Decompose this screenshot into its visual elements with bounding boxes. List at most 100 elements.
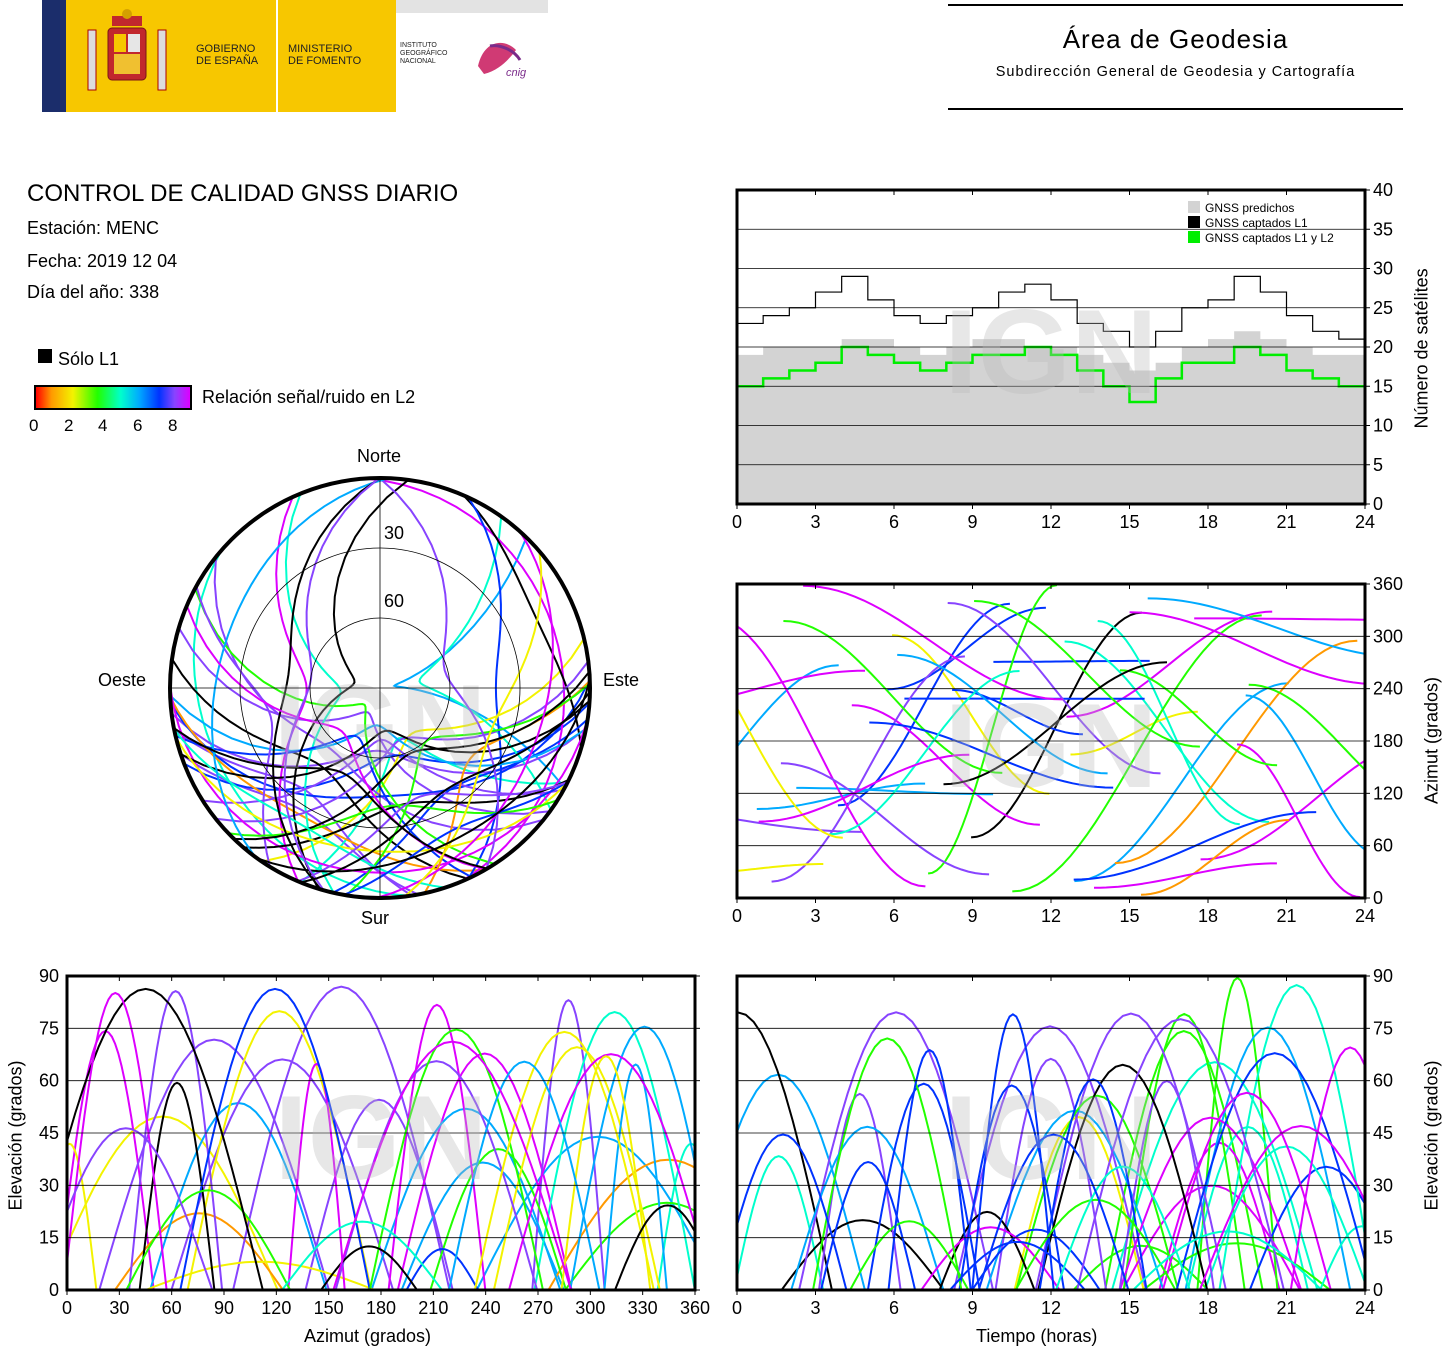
x-tick-label: 0 — [62, 1298, 72, 1318]
l1-only-swatch — [38, 349, 52, 363]
x-tick-label: 21 — [1276, 512, 1296, 532]
ring-label-60: 60 — [384, 591, 404, 611]
plot-area — [737, 584, 1365, 898]
ign-watermark: IGN — [944, 679, 1157, 813]
satellite-track — [887, 1048, 972, 1290]
sky-track — [292, 479, 410, 890]
satellite-track — [783, 620, 1003, 774]
satellite-track — [1158, 1141, 1281, 1290]
ign-watermark: IGN — [274, 1071, 487, 1205]
series-line-l1-l2 — [737, 345, 1365, 404]
satellite-track — [1245, 694, 1365, 851]
direction-east: Este — [603, 670, 640, 690]
gobierno-logo-block: GOBIERNO DE ESPAÑA — [66, 0, 276, 112]
series-line-l1 — [737, 275, 1365, 348]
y-tick-label: 240 — [1373, 679, 1403, 699]
x-tick-label: 21 — [1276, 1298, 1296, 1318]
satellite-track — [232, 985, 451, 1290]
satellite-track — [320, 1245, 418, 1290]
cnig-logo-icon: cnig — [478, 42, 527, 79]
snr-tick: 6 — [133, 416, 143, 435]
sky-track — [256, 678, 590, 873]
satellite-track — [1142, 1242, 1331, 1290]
x-tick-label: 15 — [1119, 512, 1139, 532]
satellite-track — [473, 1030, 655, 1290]
legend-swatch — [1188, 231, 1200, 243]
ministerio-line-2: DE FOMENTO — [288, 55, 362, 67]
satellite-track — [564, 1201, 695, 1290]
y-tick-label: 35 — [1373, 219, 1393, 239]
sky-track — [284, 493, 342, 894]
x-tick-label: 15 — [1119, 1298, 1139, 1318]
sky-track — [173, 727, 488, 870]
satellite-track — [1072, 1244, 1209, 1290]
satellite-count-chart: 0 5 10 15 20 25 30 35 40 0 3 6 9 12 15 18 21 24 IGN GNSS pr… — [732, 180, 1393, 532]
satellite-track — [368, 1028, 544, 1290]
x-tick-label: 90 — [214, 1298, 234, 1318]
y-tick-label: 0 — [49, 1280, 59, 1300]
header-logos: GOBIERNO DE ESPAÑA MINISTERIO DE FOMENTO… — [42, 0, 548, 112]
satellite-track — [1175, 1052, 1365, 1290]
y-tick-label: 0 — [1373, 494, 1383, 514]
sky-track — [343, 780, 569, 896]
ign-watermark: IGN — [944, 1071, 1157, 1205]
ministerio-line-1: MINISTERIO — [288, 43, 353, 55]
legend-entry: GNSS captados L1 y L2 — [1205, 231, 1334, 245]
y-tick-label: 0 — [1373, 1280, 1383, 1300]
elevation-time-xlabel: Tiempo (horas) — [976, 1326, 1098, 1346]
satellite-track — [475, 1135, 695, 1290]
satellite-track — [603, 1063, 668, 1290]
x-tick-label: 3 — [810, 1298, 820, 1318]
x-tick-label: 0 — [732, 512, 742, 532]
satellite-track — [170, 1058, 395, 1290]
satellite-track — [892, 634, 1050, 795]
plot-border — [65, 974, 697, 1292]
y-tick-label: 60 — [1373, 1071, 1393, 1091]
x-tick-label: 330 — [628, 1298, 658, 1318]
y-tick-label: 75 — [39, 1018, 59, 1038]
x-tick-label: 0 — [732, 1298, 742, 1318]
ministerio-text: MINISTERIO DE FOMENTO — [288, 43, 361, 67]
satellite-track — [1198, 1124, 1365, 1290]
satellite-track — [547, 1158, 695, 1290]
satellite-track — [1104, 1030, 1264, 1290]
y-tick-label: 20 — [1373, 337, 1393, 357]
x-tick-label: 24 — [1355, 1298, 1375, 1318]
satellite-track — [849, 1220, 970, 1290]
x-tick-label: 6 — [889, 512, 899, 532]
satellite-track — [837, 602, 1011, 807]
satellite-track — [287, 1062, 346, 1290]
x-tick-label: 300 — [575, 1298, 605, 1318]
x-tick-label: 9 — [967, 512, 977, 532]
plot-area — [737, 976, 1365, 1290]
y-tick-label: 15 — [1373, 376, 1393, 396]
header-gray-bar — [396, 0, 548, 13]
satellite-track — [128, 989, 224, 1290]
instituto-line-1: INSTITUTO — [400, 42, 437, 49]
legend-swatch — [1188, 216, 1200, 228]
satellite-track — [1319, 1225, 1365, 1290]
elevation-azimuth-chart: 0 15 30 45 60 75 90 0 30 60 90 120 150 180 210 240 270 30… — [39, 966, 710, 1318]
satellite-track — [281, 1220, 443, 1290]
legend-swatch — [1188, 201, 1200, 213]
satellite-track — [1038, 1078, 1148, 1290]
snr-colorbar — [34, 385, 192, 410]
elevation-azimuth-ylabel: Elevación (grados) — [5, 1060, 26, 1211]
satellite-track — [1097, 620, 1240, 826]
azimuth-time-ylabel: Azimut (grados) — [1421, 676, 1442, 805]
satellite-track — [927, 584, 1058, 875]
y-tick-label: 40 — [1373, 180, 1393, 200]
y-tick-label: 360 — [1373, 574, 1403, 594]
ign-watermark: IGN — [944, 285, 1157, 419]
satellite-track — [1147, 597, 1365, 655]
l1-only-label: Sólo L1 — [58, 349, 120, 369]
y-tick-label: 60 — [1373, 836, 1393, 856]
y-tick-label: 120 — [1373, 783, 1403, 803]
legend-entry: GNSS captados L1 — [1205, 216, 1308, 230]
sky-track — [202, 738, 564, 804]
satellite-track — [887, 606, 1046, 691]
plot-area — [67, 985, 695, 1290]
satellite-track — [737, 1155, 825, 1290]
x-tick-label: 270 — [523, 1298, 553, 1318]
satellite-track — [1064, 640, 1270, 823]
